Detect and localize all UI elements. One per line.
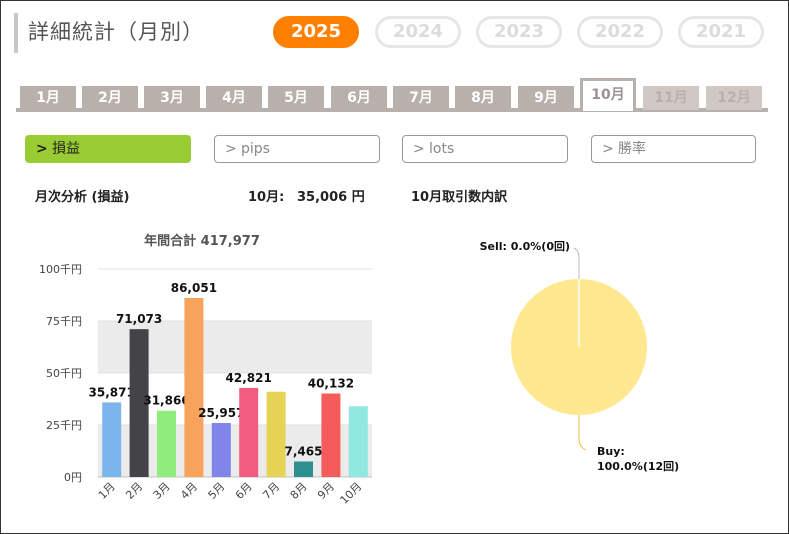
trade-count-pie-chart: Sell: 0.0%(0回) Buy:100.0%(12回) bbox=[480, 239, 680, 473]
bar-7[interactable] bbox=[266, 391, 286, 477]
breakdown-heading: 10月取引数内訳 bbox=[411, 190, 508, 205]
bar-value-label: 42,821 bbox=[226, 371, 272, 385]
buy-percent-label: 100.0%(12回) bbox=[597, 459, 679, 473]
metric-label: lots bbox=[429, 141, 455, 157]
sell-connector bbox=[573, 247, 580, 279]
current-month-value: 35,006 円 bbox=[297, 190, 365, 205]
x-tick-label: 7月 bbox=[260, 480, 282, 502]
metric-button-pips[interactable]: > pips bbox=[214, 135, 380, 163]
chart-title: 年間合計 417,977 bbox=[144, 233, 260, 249]
x-tick-label: 1月 bbox=[96, 480, 118, 502]
x-tick-label: 3月 bbox=[151, 480, 173, 502]
bar-4[interactable] bbox=[184, 298, 204, 477]
monthly-analysis-heading: 月次分析 (損益) bbox=[35, 190, 130, 205]
month-tabs-baseline bbox=[16, 108, 768, 112]
metric-button-profit[interactable]: > 損益 bbox=[25, 135, 191, 163]
x-tick-label: 8月 bbox=[288, 480, 310, 502]
current-month-label: 10月: bbox=[248, 190, 285, 205]
bar-value-label: 7,465 bbox=[285, 444, 323, 458]
tab-month-1[interactable]: 1月 bbox=[20, 86, 76, 110]
bar-1[interactable] bbox=[102, 402, 122, 477]
x-tick-label: 9月 bbox=[315, 480, 337, 502]
y-tick-label: 100千円 bbox=[39, 263, 82, 276]
year-button-2022[interactable]: 2022 bbox=[577, 16, 663, 48]
x-tick-label: 5月 bbox=[206, 480, 228, 502]
bar-value-label: 25,957 bbox=[198, 406, 244, 420]
x-tick-label: 4月 bbox=[178, 480, 200, 502]
bar-9[interactable] bbox=[321, 393, 341, 477]
tab-month-11[interactable]: 11月 bbox=[643, 86, 699, 110]
chevron-right-icon: > bbox=[602, 141, 614, 157]
tab-month-3[interactable]: 3月 bbox=[144, 86, 200, 110]
chevron-right-icon: > bbox=[36, 141, 48, 157]
metric-label: 損益 bbox=[52, 141, 80, 157]
year-button-2024[interactable]: 2024 bbox=[375, 16, 461, 48]
year-button-2023[interactable]: 2023 bbox=[476, 16, 562, 48]
year-button-2021[interactable]: 2021 bbox=[678, 16, 764, 48]
tab-month-7[interactable]: 7月 bbox=[393, 86, 449, 110]
chevron-right-icon: > bbox=[225, 141, 237, 157]
chevron-right-icon: > bbox=[413, 141, 425, 157]
title-accent-bar bbox=[14, 13, 18, 53]
metric-label: pips bbox=[241, 141, 270, 157]
bar-3[interactable] bbox=[157, 410, 176, 477]
bar-8[interactable] bbox=[294, 461, 313, 477]
tab-month-6[interactable]: 6月 bbox=[331, 86, 387, 110]
year-button-2025[interactable]: 2025 bbox=[273, 16, 359, 48]
bar-value-label: 31,866 bbox=[143, 394, 189, 408]
buy-label: Buy: bbox=[597, 445, 625, 458]
tab-month-5[interactable]: 5月 bbox=[268, 86, 324, 110]
metric-button-winrate[interactable]: > 勝率 bbox=[591, 135, 756, 163]
monthly-profit-bar-chart: 0円 25千円 50千円 75千円 100千円 年間合計 417,977 35,871 1月 7… bbox=[39, 233, 372, 507]
y-tick-label: 75千円 bbox=[46, 315, 82, 328]
bar-5[interactable] bbox=[211, 423, 231, 477]
bar-value-label: 40,132 bbox=[308, 377, 354, 391]
metric-label: 勝率 bbox=[618, 141, 646, 157]
y-tick-label: 25千円 bbox=[46, 419, 82, 432]
bar-value-label: 86,051 bbox=[171, 281, 217, 295]
bar-value-label: 35,871 bbox=[89, 385, 135, 399]
bar-6[interactable] bbox=[239, 387, 259, 477]
x-tick-label: 2月 bbox=[123, 480, 145, 502]
tab-month-4[interactable]: 4月 bbox=[206, 86, 262, 110]
x-tick-label: 10月 bbox=[338, 480, 365, 507]
metric-button-lots[interactable]: > lots bbox=[402, 135, 568, 163]
x-tick-label: 6月 bbox=[233, 480, 255, 502]
tab-month-10[interactable]: 10月 bbox=[580, 78, 636, 111]
bar-2[interactable] bbox=[129, 329, 149, 477]
tab-month-8[interactable]: 8月 bbox=[455, 86, 511, 110]
sell-label: Sell: 0.0%(0回) bbox=[480, 239, 570, 253]
bar-10[interactable] bbox=[348, 406, 368, 477]
y-tick-label: 0円 bbox=[64, 471, 82, 484]
tab-month-2[interactable]: 2月 bbox=[82, 86, 138, 110]
y-tick-label: 50千円 bbox=[46, 367, 82, 380]
tab-month-12[interactable]: 12月 bbox=[706, 86, 762, 110]
tab-month-9[interactable]: 9月 bbox=[518, 86, 574, 110]
bar-value-label: 71,073 bbox=[116, 312, 162, 326]
page-title: 詳細統計（月別） bbox=[28, 20, 204, 44]
buy-connector bbox=[578, 415, 587, 451]
